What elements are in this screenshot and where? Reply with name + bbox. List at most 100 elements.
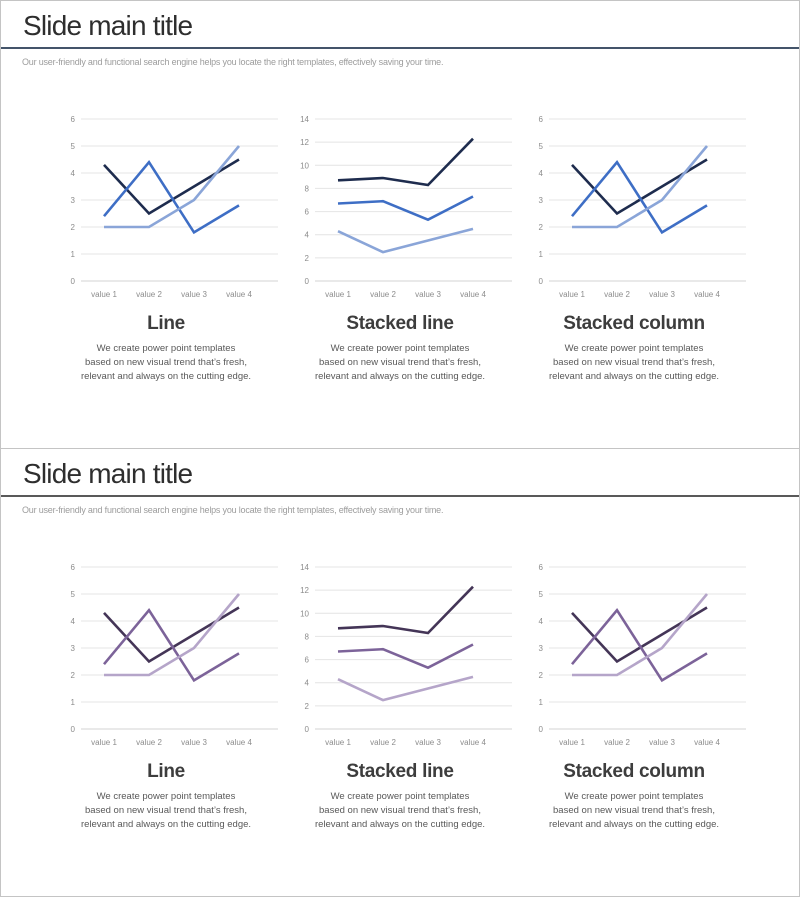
chart-description: We create power point templates based on… bbox=[517, 790, 751, 831]
chart-description-line: based on new visual trend that’s fresh, bbox=[553, 356, 715, 368]
svg-text:4: 4 bbox=[71, 617, 76, 626]
stacked-line-chart: 0 2 4 6 8 10 12 14 value 1 value 2 value 3 value 4 bbox=[300, 115, 512, 299]
line-chart: 0 1 2 3 4 5 6 value 1 value 2 value 3 value 4 bbox=[71, 115, 278, 299]
chart-heading: Stacked column bbox=[563, 761, 705, 783]
slide-preview-1: Slide main title Our user-friendly and f… bbox=[0, 0, 800, 449]
svg-text:value 1: value 1 bbox=[91, 738, 117, 747]
svg-text:3: 3 bbox=[539, 644, 544, 653]
svg-text:0: 0 bbox=[539, 277, 544, 286]
svg-text:3: 3 bbox=[539, 196, 544, 205]
svg-text:value 4: value 4 bbox=[460, 738, 486, 747]
chart-description-line: based on new visual trend that’s fresh, bbox=[553, 804, 715, 816]
svg-text:value 2: value 2 bbox=[370, 738, 396, 747]
line-chart: 0 1 2 3 4 5 6 value 1 value 2 value 3 value 4 bbox=[71, 563, 278, 747]
svg-text:3: 3 bbox=[71, 644, 76, 653]
chart-description: We create power point templates based on… bbox=[49, 790, 283, 831]
svg-text:value 4: value 4 bbox=[460, 290, 486, 299]
stacked-column-chart: 0 1 2 3 4 5 6 value 1 value 2 value 3 value 4 bbox=[539, 115, 746, 299]
svg-text:0: 0 bbox=[71, 277, 76, 286]
chart-column-stacked-line: 0 2 4 6 8 10 12 14 value 1 value 2 value 3 value 4 … bbox=[283, 107, 517, 383]
svg-text:0: 0 bbox=[539, 725, 544, 734]
chart-heading: Stacked line bbox=[346, 313, 454, 335]
svg-text:8: 8 bbox=[305, 185, 310, 194]
svg-text:5: 5 bbox=[71, 142, 76, 151]
svg-text:4: 4 bbox=[305, 231, 310, 240]
svg-text:value 2: value 2 bbox=[136, 290, 162, 299]
svg-text:10: 10 bbox=[300, 161, 309, 170]
chart-description-line: relevant and always on the cutting edge. bbox=[80, 370, 252, 382]
svg-text:4: 4 bbox=[71, 169, 76, 178]
chart-description-line: relevant and always on the cutting edge. bbox=[80, 818, 252, 830]
svg-text:value 1: value 1 bbox=[559, 738, 585, 747]
svg-text:12: 12 bbox=[300, 586, 309, 595]
chart-description-line: based on new visual trend that’s fresh, bbox=[319, 804, 481, 816]
svg-text:2: 2 bbox=[305, 702, 310, 711]
title-rule bbox=[1, 495, 799, 498]
chart-description-line: based on new visual trend that’s fresh, bbox=[319, 356, 481, 368]
chart-column-stacked-line: 0 2 4 6 8 10 12 14 value 1 value 2 value 3 value 4 … bbox=[283, 555, 517, 831]
svg-text:0: 0 bbox=[305, 277, 310, 286]
svg-text:5: 5 bbox=[539, 142, 544, 151]
svg-text:2: 2 bbox=[71, 671, 76, 680]
svg-text:2: 2 bbox=[71, 223, 76, 232]
svg-text:3: 3 bbox=[71, 196, 76, 205]
svg-text:1: 1 bbox=[539, 698, 544, 707]
svg-text:4: 4 bbox=[539, 617, 544, 626]
svg-text:value 3: value 3 bbox=[649, 290, 675, 299]
chart-column-line: 0 1 2 3 4 5 6 value 1 value 2 value 3 value 4 Line… bbox=[49, 555, 283, 831]
svg-text:14: 14 bbox=[300, 115, 309, 124]
svg-text:value 3: value 3 bbox=[181, 290, 207, 299]
svg-text:6: 6 bbox=[71, 115, 76, 124]
chart-column-stacked-column: 0 1 2 3 4 5 6 value 1 value 2 value 3 value 4 Stac… bbox=[517, 555, 751, 831]
chart-description-line: relevant and always on the cutting edge. bbox=[314, 818, 486, 830]
title-rule bbox=[1, 47, 799, 50]
chart-description-line: relevant and always on the cutting edge. bbox=[314, 370, 486, 382]
chart-column-line: 0 1 2 3 4 5 6 value 1 value 2 value 3 value 4 Line… bbox=[49, 107, 283, 383]
svg-text:value 1: value 1 bbox=[559, 290, 585, 299]
svg-text:5: 5 bbox=[71, 590, 76, 599]
svg-text:value 1: value 1 bbox=[325, 290, 351, 299]
svg-text:0: 0 bbox=[305, 725, 310, 734]
chart-heading: Stacked column bbox=[563, 313, 705, 335]
charts-row: 0 1 2 3 4 5 6 value 1 value 2 value 3 value 4 Line… bbox=[1, 107, 799, 383]
chart-description-line: based on new visual trend that’s fresh, bbox=[85, 804, 247, 816]
svg-text:6: 6 bbox=[305, 208, 310, 217]
slide-title: Slide main title bbox=[23, 458, 193, 489]
svg-text:value 2: value 2 bbox=[370, 290, 396, 299]
svg-text:value 3: value 3 bbox=[181, 738, 207, 747]
svg-text:6: 6 bbox=[305, 656, 310, 665]
svg-text:1: 1 bbox=[71, 698, 76, 707]
svg-text:8: 8 bbox=[305, 633, 310, 642]
svg-text:value 3: value 3 bbox=[415, 290, 441, 299]
svg-text:10: 10 bbox=[300, 609, 309, 618]
slide-subtitle: Our user-friendly and functional search … bbox=[22, 505, 444, 516]
svg-text:value 2: value 2 bbox=[604, 290, 630, 299]
svg-text:12: 12 bbox=[300, 138, 309, 147]
svg-text:value 4: value 4 bbox=[226, 290, 252, 299]
svg-text:value 4: value 4 bbox=[226, 738, 252, 747]
chart-description-line: We create power point templates bbox=[564, 791, 704, 803]
svg-text:6: 6 bbox=[539, 115, 544, 124]
svg-text:2: 2 bbox=[539, 223, 544, 232]
chart-heading: Line bbox=[147, 313, 185, 335]
chart-description-line: We create power point templates bbox=[96, 791, 236, 803]
svg-text:2: 2 bbox=[539, 671, 544, 680]
chart-description-line: relevant and always on the cutting edge. bbox=[548, 370, 720, 382]
chart-description-line: We create power point templates bbox=[330, 343, 470, 355]
svg-text:value 2: value 2 bbox=[604, 738, 630, 747]
svg-text:1: 1 bbox=[539, 250, 544, 259]
slide-title: Slide main title bbox=[23, 10, 193, 41]
chart-description-line: We create power point templates bbox=[96, 343, 236, 355]
chart-column-stacked-column: 0 1 2 3 4 5 6 value 1 value 2 value 3 value 4 Stac… bbox=[517, 107, 751, 383]
svg-text:value 4: value 4 bbox=[694, 738, 720, 747]
svg-text:14: 14 bbox=[300, 563, 309, 572]
stacked-column-chart: 0 1 2 3 4 5 6 value 1 value 2 value 3 value 4 bbox=[539, 563, 746, 747]
chart-description: We create power point templates based on… bbox=[517, 342, 751, 383]
charts-row: 0 1 2 3 4 5 6 value 1 value 2 value 3 value 4 Line… bbox=[1, 555, 799, 831]
svg-text:5: 5 bbox=[539, 590, 544, 599]
chart-heading: Stacked line bbox=[346, 761, 454, 783]
svg-text:value 4: value 4 bbox=[694, 290, 720, 299]
svg-text:4: 4 bbox=[305, 679, 310, 688]
chart-description-line: relevant and always on the cutting edge. bbox=[548, 818, 720, 830]
chart-heading: Line bbox=[147, 761, 185, 783]
